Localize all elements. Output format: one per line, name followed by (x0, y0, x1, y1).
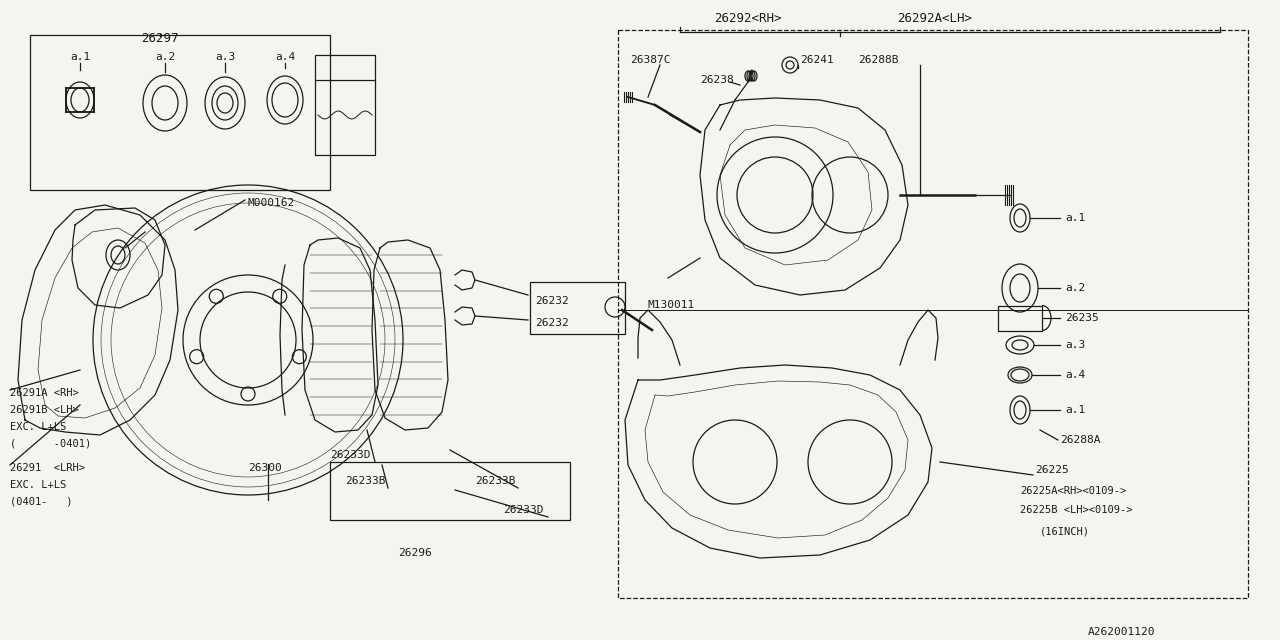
Text: a.2: a.2 (155, 52, 175, 62)
Text: 26288A: 26288A (1060, 435, 1101, 445)
Text: 26233D: 26233D (330, 450, 370, 460)
Text: 26288B: 26288B (858, 55, 899, 65)
Text: M000162: M000162 (248, 198, 296, 208)
Text: (16INCH): (16INCH) (1039, 527, 1091, 537)
Bar (618, 30, 1248, 598)
Text: 26233B: 26233B (346, 476, 385, 486)
Text: M130011: M130011 (648, 300, 695, 310)
Text: 26291B <LH>: 26291B <LH> (10, 405, 79, 415)
Text: a.1: a.1 (70, 52, 90, 62)
Bar (998, 306, 1042, 331)
Text: (0401-   ): (0401- ) (10, 497, 73, 507)
Text: 26387C: 26387C (630, 55, 671, 65)
Text: 26235: 26235 (1065, 313, 1098, 323)
Text: 26232: 26232 (535, 318, 568, 328)
Text: 26291A <RH>: 26291A <RH> (10, 388, 79, 398)
Text: a.4: a.4 (275, 52, 296, 62)
Text: a.3: a.3 (215, 52, 236, 62)
Text: EXC. L+LS: EXC. L+LS (10, 480, 67, 490)
Text: 26238: 26238 (700, 75, 733, 85)
Text: 26296: 26296 (398, 548, 431, 558)
Text: a.1: a.1 (1065, 405, 1085, 415)
Text: 26233B: 26233B (475, 476, 516, 486)
Text: 26291  <LRH>: 26291 <LRH> (10, 463, 84, 473)
Text: 26292A<LH>: 26292A<LH> (897, 12, 973, 25)
Text: 26300: 26300 (248, 463, 282, 473)
Bar (330, 462, 570, 520)
Bar (29, 35, 330, 190)
Text: 26225: 26225 (1036, 465, 1069, 475)
Text: 26233D: 26233D (503, 505, 544, 515)
Text: (      -0401): ( -0401) (10, 439, 91, 449)
Text: A262001120: A262001120 (1088, 627, 1155, 637)
Text: 26241: 26241 (800, 55, 833, 65)
Text: 26292<RH>: 26292<RH> (714, 12, 782, 25)
Text: a.2: a.2 (1065, 283, 1085, 293)
Text: 26297: 26297 (141, 32, 179, 45)
Bar (315, 55, 375, 155)
Text: a.4: a.4 (1065, 370, 1085, 380)
Text: 26225A<RH><0109->: 26225A<RH><0109-> (1020, 486, 1126, 496)
Text: 26232: 26232 (535, 296, 568, 306)
Text: 26225B <LH><0109->: 26225B <LH><0109-> (1020, 505, 1133, 515)
Bar (530, 282, 625, 334)
Text: EXC. L+LS: EXC. L+LS (10, 422, 67, 432)
Text: a.3: a.3 (1065, 340, 1085, 350)
Text: a.1: a.1 (1065, 213, 1085, 223)
